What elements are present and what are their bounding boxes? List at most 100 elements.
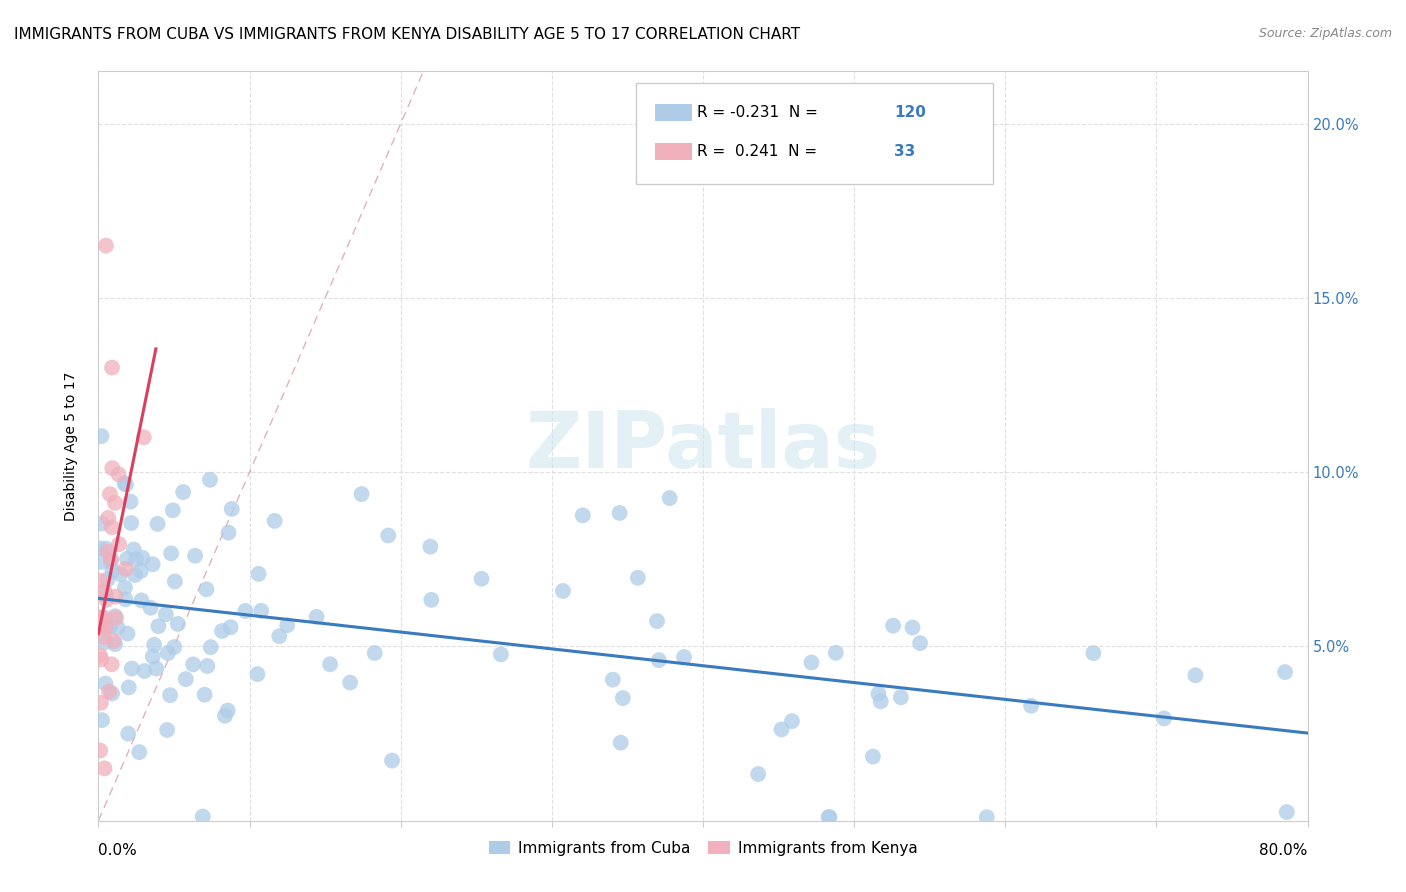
Point [976, 810, 998, 824]
Point [107, 621, 129, 635]
Point [98, 619, 121, 633]
Point [571, 508, 593, 523]
Point [648, 653, 671, 667]
Point [90, 652, 112, 666]
Point [219, 620, 242, 634]
Point [90, 555, 112, 569]
Point [114, 581, 136, 595]
Point [1184, 668, 1206, 682]
Point [364, 646, 387, 660]
Point [233, 604, 256, 618]
Point [89, 541, 111, 556]
Point [198, 473, 221, 487]
Point [101, 360, 124, 375]
Point [319, 657, 342, 672]
Point [115, 477, 138, 491]
Point [263, 514, 285, 528]
Point [118, 681, 141, 695]
Point [89, 616, 111, 631]
Point [94, 238, 117, 252]
Point [100, 555, 122, 569]
Point [108, 537, 131, 551]
Point [195, 659, 218, 673]
Text: 33: 33 [894, 144, 915, 159]
Text: 0.0%: 0.0% [98, 843, 138, 858]
Point [94, 621, 117, 635]
Point [93, 635, 115, 649]
Point [868, 687, 890, 701]
Point [132, 430, 155, 444]
Point [602, 673, 624, 687]
Point [148, 619, 170, 633]
Point [174, 672, 197, 686]
Point [146, 516, 169, 531]
Point [250, 604, 273, 618]
Point [104, 496, 127, 510]
Point [98, 684, 121, 698]
Point [104, 609, 127, 624]
Point [105, 611, 128, 625]
Point [269, 629, 291, 643]
Point [134, 664, 156, 678]
Point [747, 767, 769, 781]
Legend: Immigrants from Cuba, Immigrants from Kenya: Immigrants from Cuba, Immigrants from Ke… [482, 835, 924, 862]
Point [93, 761, 115, 775]
Point [377, 528, 399, 542]
Point [214, 708, 236, 723]
Point [91, 713, 114, 727]
Point [419, 540, 441, 554]
Text: IMMIGRANTS FROM CUBA VS IMMIGRANTS FROM KENYA DISABILITY AGE 5 TO 17 CORRELATION: IMMIGRANTS FROM CUBA VS IMMIGRANTS FROM … [14, 27, 800, 42]
Text: R =  0.241  N =: R = 0.241 N = [697, 144, 823, 159]
Point [609, 506, 631, 520]
Point [181, 657, 204, 672]
Point [673, 650, 696, 665]
Point [191, 809, 214, 823]
Point [145, 661, 167, 675]
FancyBboxPatch shape [637, 83, 993, 184]
Point [104, 590, 127, 604]
FancyBboxPatch shape [655, 144, 692, 160]
Text: R = -0.231  N =: R = -0.231 N = [697, 105, 823, 120]
Point [211, 624, 233, 638]
Point [166, 616, 188, 631]
Point [339, 675, 361, 690]
Point [89, 610, 111, 624]
Text: Source: ZipAtlas.com: Source: ZipAtlas.com [1258, 27, 1392, 40]
Point [120, 494, 142, 508]
Point [612, 691, 634, 706]
Point [90, 696, 112, 710]
Point [908, 636, 931, 650]
Point [470, 572, 492, 586]
Point [94, 611, 117, 625]
Point [114, 476, 136, 491]
Point [247, 566, 270, 581]
Point [100, 552, 122, 566]
Point [162, 503, 184, 517]
Point [97, 573, 120, 587]
Point [94, 676, 117, 690]
Point [121, 661, 143, 675]
Point [381, 754, 404, 768]
Point [221, 502, 243, 516]
Point [91, 620, 114, 634]
Point [890, 690, 912, 705]
Point [115, 552, 138, 566]
Point [131, 593, 153, 607]
Point [101, 461, 124, 475]
Point [276, 618, 298, 632]
Point [159, 688, 181, 702]
Text: ZIPatlas: ZIPatlas [526, 408, 880, 484]
Point [780, 714, 803, 728]
Point [89, 574, 111, 588]
Point [818, 810, 841, 824]
Point [800, 656, 823, 670]
Point [100, 657, 122, 672]
Point [1275, 805, 1298, 819]
Point [163, 640, 186, 654]
Point [824, 646, 846, 660]
Point [1274, 665, 1296, 679]
Point [94, 588, 117, 602]
Point [143, 638, 166, 652]
Point [156, 723, 179, 737]
Point [101, 520, 124, 534]
